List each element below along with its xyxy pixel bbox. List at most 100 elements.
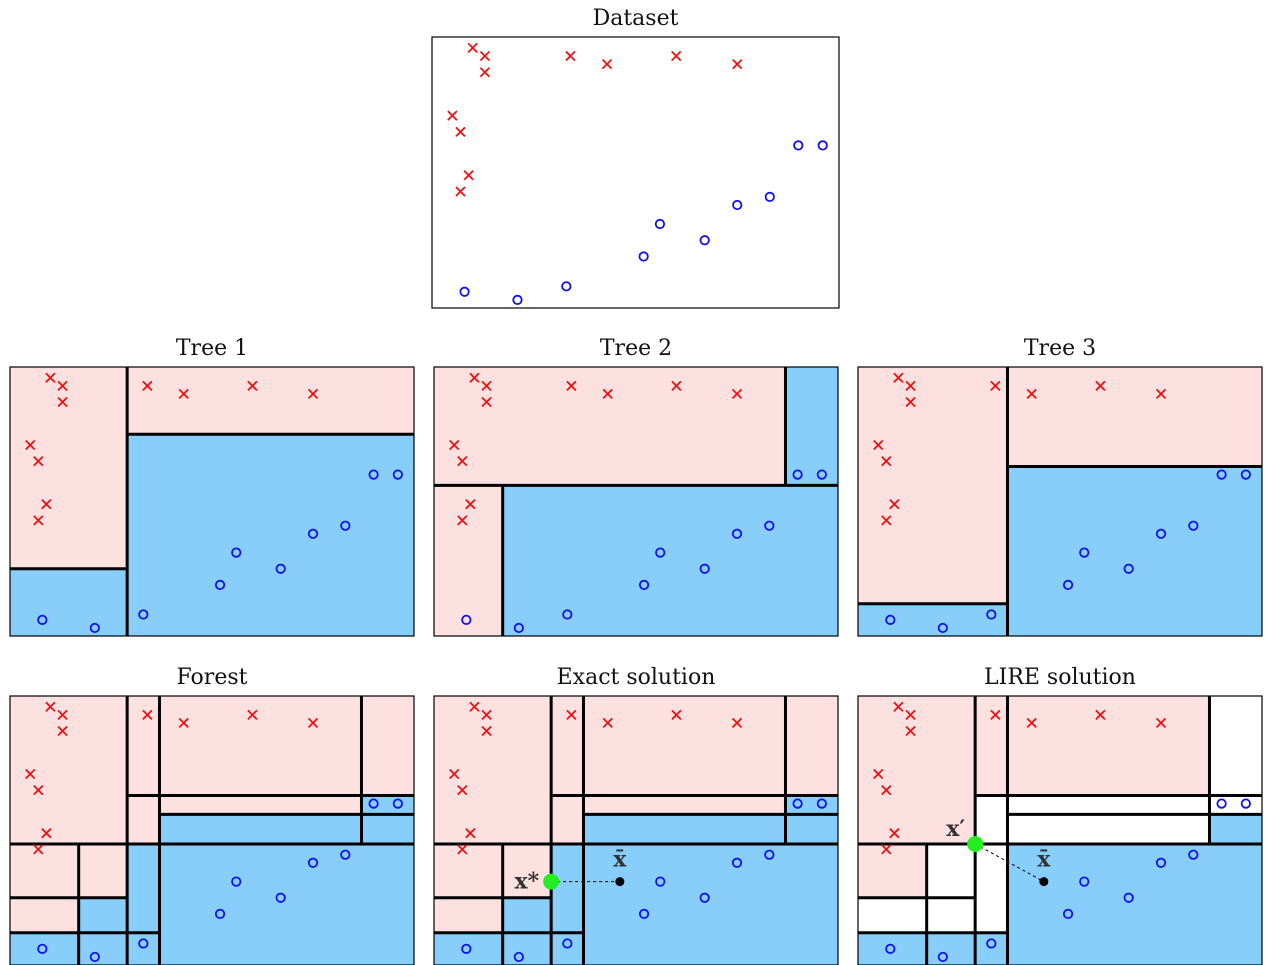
region-red xyxy=(127,696,160,844)
circle-point xyxy=(89,622,100,634)
cross-point xyxy=(893,372,904,383)
region-blue xyxy=(785,367,838,486)
cross-point xyxy=(457,515,468,526)
region-blue xyxy=(159,843,414,965)
region-red xyxy=(858,367,1008,604)
circle-point xyxy=(37,943,48,954)
cross-point xyxy=(455,126,466,137)
circle-point xyxy=(513,622,524,634)
panel-lire: LIRE solution x̄ x′ xyxy=(857,665,1263,965)
circle-point xyxy=(1123,892,1134,903)
cross-point xyxy=(57,396,68,408)
cross-point xyxy=(142,380,153,391)
solution-point xyxy=(967,835,984,852)
circle-point xyxy=(513,951,524,963)
panel-forest: Forest xyxy=(9,665,415,965)
cross-point xyxy=(479,67,491,78)
region-group xyxy=(434,367,838,636)
region-red xyxy=(10,696,128,844)
circle-point xyxy=(885,943,896,954)
cross-point xyxy=(601,58,613,70)
cross-point xyxy=(57,725,68,737)
panel-title: Tree 2 xyxy=(600,336,672,361)
cross-point xyxy=(990,380,1001,391)
region-white xyxy=(1007,814,1210,844)
split-group xyxy=(10,696,414,965)
circle-point xyxy=(885,614,896,625)
region-red xyxy=(1007,367,1262,467)
region-red xyxy=(10,367,128,569)
circle-point xyxy=(340,849,351,860)
region-blue xyxy=(858,932,1008,965)
cross-point xyxy=(479,50,491,62)
panel-frame xyxy=(433,695,839,965)
cross-point xyxy=(465,499,476,510)
region-blue xyxy=(127,843,160,933)
circle-point xyxy=(138,938,149,949)
cross-point xyxy=(457,785,468,796)
circle-point xyxy=(392,469,403,480)
cross-point xyxy=(25,439,36,451)
cross-point xyxy=(33,456,44,467)
circle-point xyxy=(731,857,743,868)
circle-point xyxy=(731,528,743,539)
cross-point xyxy=(457,844,468,855)
cross-point xyxy=(671,709,682,720)
split-group xyxy=(858,367,1262,636)
region-blue xyxy=(1007,843,1262,965)
cross-point xyxy=(481,725,492,737)
circle-point xyxy=(937,622,948,634)
circle-point xyxy=(638,908,650,919)
cross-point xyxy=(905,396,916,408)
panel-title: Dataset xyxy=(593,6,679,31)
cross-point xyxy=(449,439,460,451)
circle-point xyxy=(764,849,775,860)
panel-title: Tree 3 xyxy=(1024,336,1096,361)
split-group xyxy=(10,367,414,636)
region-group xyxy=(10,367,414,636)
circle-point xyxy=(1240,798,1251,809)
circle-point xyxy=(699,235,710,246)
region-blue xyxy=(10,568,128,636)
circle-point xyxy=(1188,520,1199,531)
circle-point xyxy=(275,892,286,903)
region-red xyxy=(583,696,786,796)
region-red xyxy=(1007,696,1210,796)
cross-point xyxy=(469,372,480,383)
panel-frame xyxy=(857,366,1263,637)
connector-line xyxy=(974,843,1045,883)
circle-point xyxy=(1216,469,1227,480)
cross-point xyxy=(481,709,492,720)
panel-exact: Exact solution x̄ x* xyxy=(433,665,839,965)
circle-point xyxy=(459,286,470,297)
region-blue xyxy=(78,897,128,933)
cross-point xyxy=(1095,709,1106,720)
region-blue xyxy=(551,843,584,933)
circle-point xyxy=(512,294,523,305)
circle-point xyxy=(1216,798,1227,809)
cross-point xyxy=(881,515,892,526)
circle-point xyxy=(732,199,743,211)
circle-point xyxy=(1155,857,1167,868)
region-white xyxy=(926,843,976,898)
cross-point xyxy=(465,828,476,839)
panel-frame xyxy=(857,695,1263,965)
cross-point xyxy=(467,42,478,53)
circle-point xyxy=(340,520,351,531)
cross-point xyxy=(307,717,319,729)
region-blue xyxy=(502,485,838,636)
region-white xyxy=(858,897,927,933)
cross-point xyxy=(307,388,319,400)
circle-point xyxy=(655,547,666,558)
circle-point xyxy=(638,251,649,262)
region-white xyxy=(1007,795,1210,815)
circle-point xyxy=(307,528,319,539)
cross-point xyxy=(671,50,682,62)
cross-point xyxy=(873,768,884,780)
circle-point xyxy=(699,563,710,574)
panel-frame xyxy=(433,366,839,637)
split-group xyxy=(434,367,838,636)
cross-point xyxy=(1155,388,1167,400)
circle-point xyxy=(214,579,226,590)
